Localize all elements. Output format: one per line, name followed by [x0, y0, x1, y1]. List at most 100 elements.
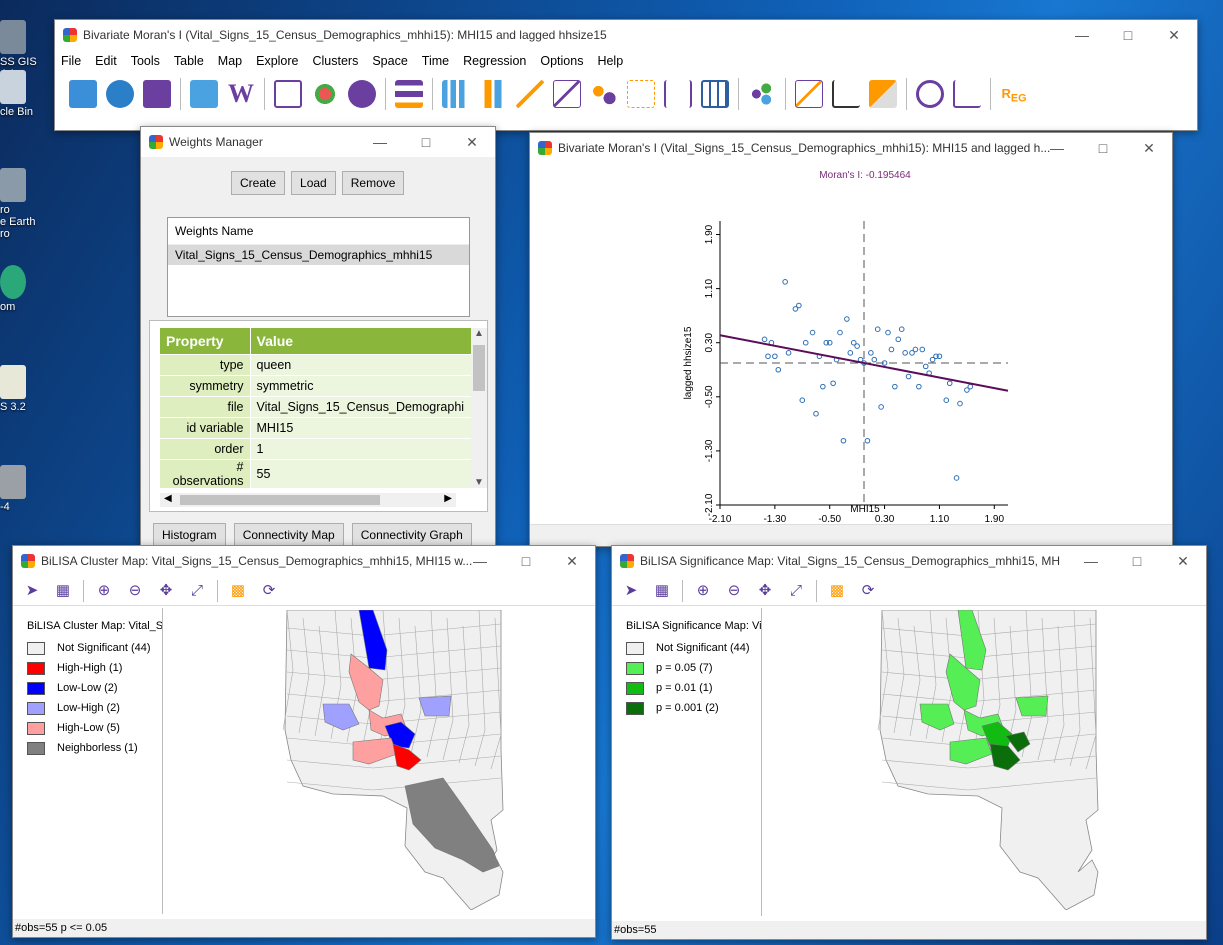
- legend-item[interactable]: Not Significant (44): [15, 638, 162, 658]
- remove-button[interactable]: Remove: [341, 171, 405, 195]
- tract-polygon[interactable]: [957, 610, 987, 671]
- map-icon[interactable]: [274, 80, 302, 108]
- close-button[interactable]: ✕: [1143, 140, 1155, 156]
- connectivity-map-button[interactable]: Connectivity Map: [233, 523, 344, 547]
- property-row[interactable]: symmetry symmetric: [160, 375, 472, 397]
- zoom-out-icon[interactable]: ⊖: [727, 581, 741, 599]
- load-button[interactable]: Load: [291, 171, 336, 195]
- menu-table[interactable]: Table: [173, 54, 204, 68]
- menu-explore[interactable]: Explore: [256, 54, 299, 68]
- zoom-in-icon[interactable]: ⊕: [696, 581, 710, 599]
- cartogram-icon[interactable]: [311, 80, 339, 108]
- tract-polygon[interactable]: [348, 653, 384, 711]
- maximize-button[interactable]: □: [421, 134, 431, 150]
- weights-list[interactable]: Weights Name Vital_Signs_15_Census_Demog…: [167, 217, 470, 317]
- histogram-icon[interactable]: [442, 80, 470, 108]
- desktop-icon[interactable]: S 3.2: [0, 365, 52, 413]
- full-extent-icon[interactable]: ⤢: [789, 581, 802, 599]
- legend-item[interactable]: Low-Low (2): [15, 678, 162, 698]
- property-row[interactable]: id variable MHI15: [160, 417, 472, 439]
- tract-polygon[interactable]: [352, 737, 398, 765]
- tract-polygon[interactable]: [989, 743, 1021, 771]
- moran-scatter-plot[interactable]: Moran's I: -0.195464 MHI15 lagged hhsize…: [530, 163, 1172, 543]
- tract-polygon[interactable]: [949, 737, 993, 765]
- tract-polygon[interactable]: [322, 703, 360, 731]
- full-extent-icon[interactable]: ⤢: [190, 581, 203, 599]
- open-folder-icon[interactable]: [69, 80, 97, 108]
- menu-space[interactable]: Space: [372, 54, 408, 68]
- close-project-icon[interactable]: [106, 80, 134, 108]
- tract-polygon[interactable]: [404, 777, 500, 873]
- desktop-icon[interactable]: cle Bin: [0, 70, 52, 118]
- minimize-button[interactable]: —: [1075, 27, 1089, 43]
- property-row[interactable]: type queen: [160, 354, 472, 376]
- cluster-map-titlebar[interactable]: BiLISA Cluster Map: Vital_Signs_15_Censu…: [13, 546, 595, 576]
- category-editor-icon[interactable]: [395, 80, 423, 108]
- close-button[interactable]: ✕: [1177, 553, 1189, 569]
- select-layer-icon[interactable]: ▦: [654, 581, 670, 599]
- moran-window-titlebar[interactable]: Bivariate Moran's I (Vital_Signs_15_Cens…: [530, 133, 1172, 163]
- main-window-titlebar[interactable]: Bivariate Moran's I (Vital_Signs_15_Cens…: [55, 20, 1197, 50]
- menu-help[interactable]: Help: [597, 54, 624, 68]
- play-icon[interactable]: [348, 80, 376, 108]
- legend-item[interactable]: p = 0.05 (7): [614, 658, 761, 678]
- scroll-up-icon[interactable]: ▲: [474, 328, 484, 339]
- scroll-thumb[interactable]: [473, 345, 485, 391]
- close-button[interactable]: ✕: [566, 553, 578, 569]
- menu-time[interactable]: Time: [421, 54, 450, 68]
- zoom-out-icon[interactable]: ⊖: [128, 581, 142, 599]
- conditional-plot-icon[interactable]: [701, 80, 729, 108]
- weights-list-item[interactable]: Vital_Signs_15_Census_Demographics_mhhi1…: [168, 245, 469, 265]
- tract-polygon[interactable]: [1005, 731, 1031, 753]
- desktop-icon[interactable]: -4: [0, 465, 52, 513]
- close-button[interactable]: ✕: [1168, 27, 1180, 43]
- cluster-map-canvas[interactable]: [173, 610, 593, 910]
- legend-item[interactable]: Not Significant (44): [614, 638, 761, 658]
- scatter-matrix-icon[interactable]: [553, 80, 581, 108]
- minimize-button[interactable]: —: [373, 134, 387, 150]
- significance-map-titlebar[interactable]: BiLISA Significance Map: Vital_Signs_15_…: [612, 546, 1206, 576]
- legend-item[interactable]: p = 0.01 (1): [614, 678, 761, 698]
- tract-polygon[interactable]: [919, 703, 955, 731]
- basemap-icon[interactable]: ▩: [230, 581, 246, 599]
- histogram-button[interactable]: Histogram: [153, 523, 226, 547]
- refresh-icon[interactable]: ⟳: [861, 581, 875, 599]
- averages-chart-icon[interactable]: [953, 80, 981, 108]
- legend-item[interactable]: Low-High (2): [15, 698, 162, 718]
- minimize-button[interactable]: —: [1084, 553, 1098, 569]
- basemap-icon[interactable]: ▩: [829, 581, 845, 599]
- connectivity-graph-button[interactable]: Connectivity Graph: [351, 523, 472, 547]
- maximize-button[interactable]: □: [1098, 140, 1108, 156]
- menu-tools[interactable]: Tools: [130, 54, 160, 68]
- tract-polygon[interactable]: [945, 653, 981, 711]
- menu-clusters[interactable]: Clusters: [312, 54, 359, 68]
- legend-item[interactable]: High-Low (5): [15, 718, 162, 738]
- menu-map[interactable]: Map: [217, 54, 243, 68]
- hscroll-thumb[interactable]: [180, 495, 380, 505]
- minimize-button[interactable]: —: [473, 553, 487, 569]
- weights-manager-titlebar[interactable]: Weights Manager — □ ✕: [141, 127, 495, 157]
- horizontal-scrollbar[interactable]: ◀ ▶: [160, 493, 456, 507]
- property-row[interactable]: file Vital_Signs_15_Census_Demographi: [160, 396, 472, 418]
- select-layer-icon[interactable]: ▦: [55, 581, 71, 599]
- parallel-coord-icon[interactable]: [664, 80, 692, 108]
- scroll-left-icon[interactable]: ◀: [164, 493, 172, 504]
- select-icon[interactable]: ➤: [624, 581, 638, 599]
- legend-item[interactable]: High-High (1): [15, 658, 162, 678]
- minimize-button[interactable]: —: [1050, 140, 1064, 156]
- pan-icon[interactable]: ✥: [758, 581, 772, 599]
- pan-icon[interactable]: ✥: [159, 581, 173, 599]
- weights-icon[interactable]: W: [228, 79, 254, 108]
- scatter-plot-icon[interactable]: [516, 80, 544, 108]
- close-button[interactable]: ✕: [466, 134, 478, 150]
- cluster-icon[interactable]: [748, 80, 776, 108]
- correlogram-icon[interactable]: [832, 80, 860, 108]
- lisa-map-icon[interactable]: [869, 80, 897, 108]
- significance-map-canvas[interactable]: [768, 610, 1198, 910]
- select-icon[interactable]: ➤: [25, 581, 39, 599]
- scroll-right-icon[interactable]: ▶: [444, 493, 452, 504]
- save-icon[interactable]: [143, 80, 171, 108]
- legend-item[interactable]: p = 0.001 (2): [614, 698, 761, 718]
- maximize-button[interactable]: □: [1132, 553, 1142, 569]
- refresh-icon[interactable]: ⟳: [262, 581, 276, 599]
